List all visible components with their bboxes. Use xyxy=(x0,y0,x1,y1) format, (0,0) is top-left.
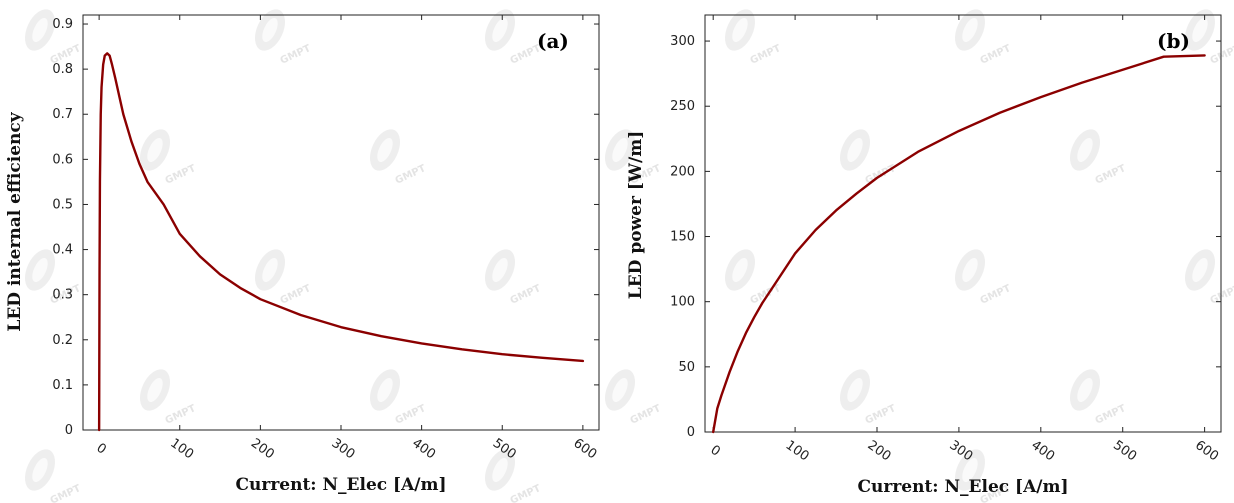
tick-layer-a: 0 0.1 0.2 0.3 0.4 0.5 0.6 0.7 0.8 0.9 0 100 200 300 40… xyxy=(52,15,599,462)
watermark-text: GMPT xyxy=(49,483,83,503)
watermark-text: GMPT xyxy=(394,403,428,427)
watermark-text: GMPT xyxy=(164,163,198,187)
y-tick-label: 0.2 xyxy=(52,333,73,348)
watermark-logo: GMPT xyxy=(254,9,313,67)
watermark-text: GMPT xyxy=(1094,403,1128,427)
y-tick-label: 200 xyxy=(670,164,695,179)
watermark-logo: GMPT xyxy=(484,249,543,307)
watermark-logo: GMPT xyxy=(1184,249,1234,307)
watermark-logo: GMPT xyxy=(1069,369,1128,427)
y-tick-label: 0.7 xyxy=(52,107,73,122)
y-tick-label: 150 xyxy=(670,230,695,245)
y-tick-label: 0 xyxy=(687,425,695,440)
y-tick-label: 100 xyxy=(670,295,695,310)
y-tick-label: 0.9 xyxy=(52,17,73,32)
watermark-text: GMPT xyxy=(509,483,543,503)
panel-label-b: (b) xyxy=(1157,29,1190,53)
y-tick-label: 0.8 xyxy=(52,62,73,77)
watermark-logo: GMPT xyxy=(484,9,543,67)
watermark-logo: GMPT xyxy=(24,449,83,503)
y-tick-label: 0.3 xyxy=(52,288,73,303)
x-tick-label: 600 xyxy=(570,436,599,463)
watermark-logo: GMPT xyxy=(724,9,783,67)
watermark-logo: GMPT xyxy=(954,249,1013,307)
watermark-text: GMPT xyxy=(979,43,1013,67)
watermark-text: GMPT xyxy=(749,43,783,67)
watermark-logo: GMPT xyxy=(724,249,783,307)
y-tick-label: 250 xyxy=(670,99,695,114)
x-tick-label: 0 xyxy=(93,441,108,458)
watermark-logo: GMPT xyxy=(369,369,428,427)
plot-frame-b xyxy=(704,14,1222,433)
x-tick-label: 100 xyxy=(783,438,812,465)
watermark-logo: GMPT xyxy=(369,129,428,187)
watermark-logo: GMPT xyxy=(1069,129,1128,187)
watermark-text: GMPT xyxy=(509,283,543,307)
watermark-logo: GMPT xyxy=(604,369,663,427)
x-tick-label: 300 xyxy=(329,436,358,463)
y-axis-label-a: LED internal efficiency xyxy=(5,111,25,331)
watermark-text: GMPT xyxy=(279,43,313,67)
x-tick-label: 0 xyxy=(708,443,723,460)
watermark-text: GMPT xyxy=(1094,163,1128,187)
watermark-logo: GMPT xyxy=(139,129,198,187)
x-tick-label: 200 xyxy=(248,436,277,463)
x-tick-label: 200 xyxy=(865,438,894,465)
watermark-logo: GMPT xyxy=(839,129,898,187)
panel-label-a: (a) xyxy=(537,29,569,53)
watermark-text: GMPT xyxy=(279,283,313,307)
watermark-logo: GMPT xyxy=(24,249,83,307)
y-tick-label: 0.5 xyxy=(52,197,73,212)
y-tick-label: 300 xyxy=(670,34,695,49)
power-curve xyxy=(711,54,1206,434)
x-tick-label: 400 xyxy=(1028,438,1057,465)
y-tick-label: 50 xyxy=(678,360,695,375)
watermark-logo: GMPT xyxy=(24,9,83,67)
watermark-logo: GMPT xyxy=(139,369,198,427)
x-tick-label: 500 xyxy=(1110,438,1139,465)
watermark-logo: GMPT xyxy=(954,9,1013,67)
plot-frame-a xyxy=(82,14,600,431)
watermark-text: GMPT xyxy=(864,403,898,427)
y-tick-label: 0.4 xyxy=(52,243,73,258)
watermark-text: GMPT xyxy=(394,163,428,187)
watermark-logo: GMPT xyxy=(839,369,898,427)
watermark-text: GMPT xyxy=(979,283,1013,307)
y-tick-label: 0.6 xyxy=(52,152,73,167)
y-axis-label-b: LED power [W/m] xyxy=(626,131,646,300)
x-axis-label-a: Current: N_Elec [A/m] xyxy=(235,475,446,495)
watermark-text: GMPT xyxy=(164,403,198,427)
y-tick-label: 0 xyxy=(65,423,73,438)
x-tick-label: 100 xyxy=(167,436,196,463)
x-axis-label-b: Current: N_Elec [A/m] xyxy=(857,477,1068,497)
x-tick-label: 600 xyxy=(1192,438,1221,465)
efficiency-curve xyxy=(97,52,585,432)
watermark-text: GMPT xyxy=(749,283,783,307)
x-tick-label: 400 xyxy=(409,436,438,463)
y-tick-label: 0.1 xyxy=(52,378,73,393)
watermark-text: GMPT xyxy=(629,403,663,427)
